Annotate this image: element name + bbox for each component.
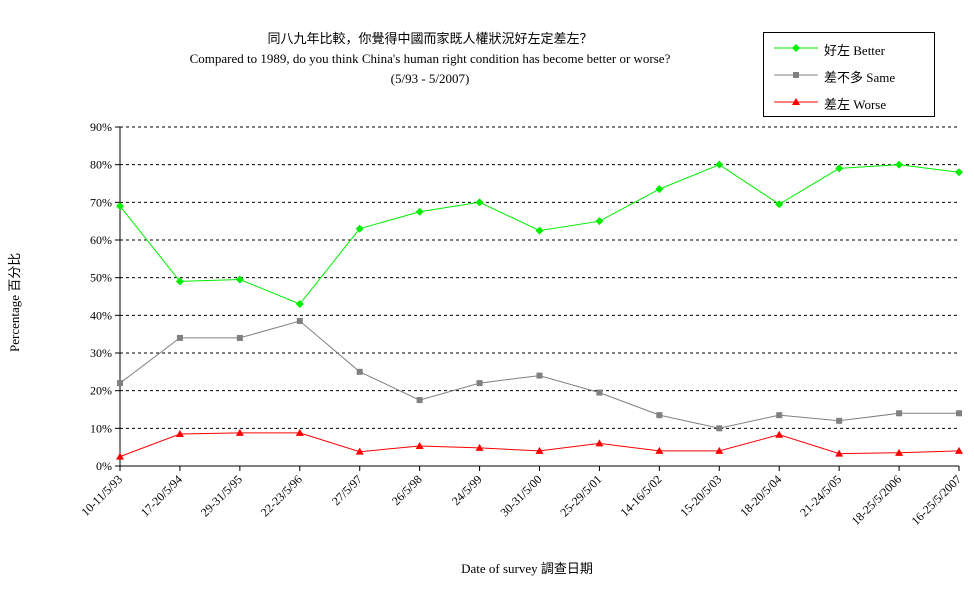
data-point-worse [595, 439, 604, 447]
y-tick-label: 30% [90, 346, 112, 360]
data-point-better [715, 160, 724, 169]
data-point-same [476, 380, 483, 387]
data-point-same [356, 368, 363, 375]
data-point-better [116, 202, 124, 211]
data-point-same [117, 380, 123, 387]
data-point-worse [835, 449, 844, 457]
data-point-better [835, 164, 844, 173]
data-point-better [175, 277, 184, 286]
data-point-same [956, 410, 962, 417]
data-point-better [895, 160, 904, 169]
data-point-better [775, 200, 784, 209]
data-point-better [235, 275, 244, 284]
y-tick-label: 50% [90, 271, 112, 285]
y-tick-label: 70% [90, 195, 112, 209]
x-tick-label: 30-31/5/00 [497, 472, 544, 519]
data-point-same [716, 425, 723, 432]
data-point-better [535, 226, 544, 235]
data-point-same [296, 317, 303, 324]
x-tick-label: 24/5/99 [449, 472, 485, 508]
y-tick-label: 80% [90, 158, 112, 172]
legend-label-same: 差不多 Same [824, 70, 896, 85]
data-point-worse [235, 428, 244, 436]
chart-period: (5/93 - 5/2007) [390, 71, 470, 86]
x-tick-label: 25-29/5/01 [557, 472, 604, 519]
data-point-worse [535, 446, 544, 454]
data-point-same [596, 389, 603, 396]
data-point-better [355, 224, 364, 233]
x-tick-label: 29-31/5/95 [198, 472, 245, 519]
x-tick-label: 26/5/98 [389, 472, 425, 508]
y-tick-label: 90% [90, 120, 112, 134]
data-point-better [655, 185, 664, 194]
x-tick-label: 15-20/5/03 [677, 472, 724, 519]
data-point-worse [295, 428, 304, 436]
data-point-same [176, 334, 183, 341]
legend-marker-same [774, 72, 818, 78]
y-tick-label: 20% [90, 384, 112, 398]
x-tick-label: 18-25/5/2006 [849, 472, 905, 528]
x-tick-label: 16-25/5/2007 [908, 472, 964, 528]
data-point-same [896, 410, 903, 417]
data-point-worse [655, 446, 664, 454]
data-point-worse [116, 452, 124, 460]
data-point-worse [175, 429, 184, 437]
data-point-same [236, 334, 243, 341]
data-point-better [595, 217, 604, 226]
data-point-worse [415, 442, 424, 450]
legend-label-worse: 差左 Worse [824, 97, 887, 112]
data-point-same [776, 412, 783, 419]
data-point-better [475, 198, 484, 207]
data-point-worse [955, 446, 963, 454]
data-point-better [295, 300, 304, 309]
data-point-worse [355, 447, 364, 455]
data-point-worse [895, 448, 904, 456]
y-tick-label: 10% [90, 421, 112, 435]
legend-label-better: 好左 Better [824, 43, 886, 58]
data-point-worse [475, 443, 484, 451]
data-point-same [536, 372, 543, 379]
legend: 好左 Better 差不多 Same 差左 Worse [763, 32, 935, 117]
data-point-same [416, 397, 423, 404]
chart-title: 同八九年比較，你覺得中國而家既人權狀況好左定差左？ [267, 31, 593, 46]
legend-item-same: 差不多 Same [764, 64, 934, 86]
legend-item-worse: 差左 Worse [764, 91, 934, 113]
legend-marker-worse [774, 98, 818, 105]
x-axis-label: Date of survey 調查日期 [461, 561, 593, 576]
data-point-worse [715, 446, 724, 454]
legend-marker-better [774, 44, 818, 52]
x-tick-label: 10-11/5/93 [78, 472, 125, 519]
x-tick-label: 21-24/5/05 [797, 472, 844, 519]
x-tick-label: 27/5/97 [329, 472, 365, 508]
data-point-better [415, 207, 424, 216]
data-point-same [656, 412, 663, 419]
chart-subtitle: Compared to 1989, do you think China's h… [189, 51, 671, 66]
x-tick-label: 17-20/5/94 [138, 472, 185, 519]
data-point-better [955, 168, 963, 177]
y-tick-label: 0% [96, 459, 112, 473]
data-point-worse [775, 430, 784, 438]
y-tick-label: 40% [90, 308, 112, 322]
data-point-same [836, 417, 843, 424]
x-tick-label: 14-16/5/02 [617, 472, 664, 519]
y-tick-label: 60% [90, 233, 112, 247]
x-tick-label: 18-20/5/04 [737, 472, 784, 519]
legend-item-better: 好左 Better [764, 37, 934, 59]
x-tick-label: 22-23/5/96 [258, 472, 305, 519]
